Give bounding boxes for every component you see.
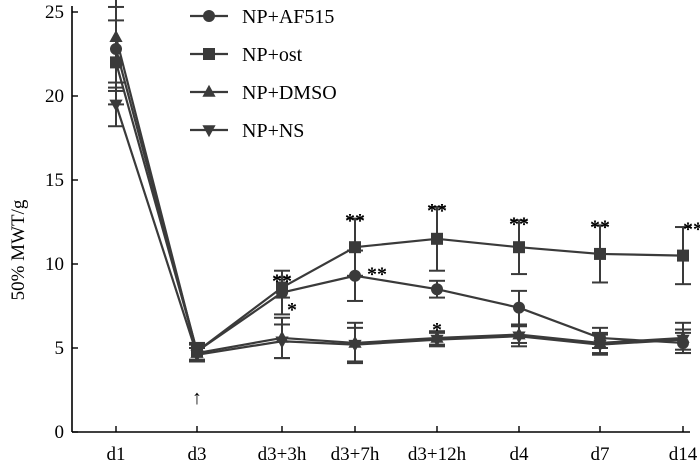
legend-label: NP+NS xyxy=(242,120,304,142)
legend-marker xyxy=(203,48,215,60)
significance-annotation: * xyxy=(287,299,297,321)
series-NP+ost xyxy=(108,19,691,361)
legend-label: NP+AF515 xyxy=(242,6,334,28)
legend-entry: NP+NS xyxy=(190,120,304,142)
data-point xyxy=(349,241,361,254)
y-tick-label: 10 xyxy=(45,254,64,275)
legend-marker xyxy=(203,10,215,22)
significance-annotation: ** xyxy=(345,210,365,232)
series-line xyxy=(114,104,684,356)
significance-annotation: * xyxy=(432,319,442,341)
data-point xyxy=(275,336,289,349)
y-tick-label: 15 xyxy=(45,170,64,191)
y-axis-title: 50% MWT/g xyxy=(8,199,29,300)
data-point xyxy=(593,339,607,352)
data-point xyxy=(109,30,123,42)
data-point xyxy=(348,339,362,352)
significance-annotation: ** xyxy=(272,270,292,292)
data-point xyxy=(677,249,689,262)
legend-marker xyxy=(202,125,216,138)
significance-annotation: ** xyxy=(427,200,447,222)
significance-annotation: ** xyxy=(683,218,700,240)
x-tick-label: d7 xyxy=(591,444,610,465)
data-point xyxy=(431,283,443,296)
significance-annotation: ** xyxy=(509,213,529,235)
x-tick-label: d3+12h xyxy=(408,444,467,465)
legend-marker xyxy=(202,84,216,97)
x-tick-label: d3 xyxy=(188,444,207,465)
data-point xyxy=(676,334,690,347)
x-tick-label: d1 xyxy=(107,444,126,465)
y-tick-label: 20 xyxy=(45,86,64,107)
data-point xyxy=(109,99,123,112)
legend-entry: NP+DMSO xyxy=(190,82,337,104)
series-layer xyxy=(108,0,691,365)
series-line xyxy=(114,36,684,355)
legend-label: NP+ost xyxy=(242,44,303,66)
series-NP+AF515 xyxy=(108,5,691,361)
legend-entry: NP+ost xyxy=(190,44,303,66)
legend-entry: NP+AF515 xyxy=(190,6,334,28)
significance-annotation: ** xyxy=(590,217,610,239)
arrow-up-icon: ↑ xyxy=(192,387,202,409)
legend: NP+AF515 NP+ost NP+DMSO NP+NS xyxy=(190,6,337,142)
x-tick-label: d4 xyxy=(510,444,530,465)
data-point xyxy=(513,241,525,254)
data-point xyxy=(276,281,288,294)
series-line xyxy=(114,62,684,354)
data-point xyxy=(513,301,525,314)
data-point xyxy=(431,232,443,245)
data-point xyxy=(594,247,606,260)
y-tick-label: 5 xyxy=(55,338,65,359)
data-point xyxy=(430,334,444,347)
legend-label: NP+DMSO xyxy=(242,82,337,104)
significance-annotation: ** xyxy=(367,264,387,286)
axes: 0 5 10 15 20 25 d1 d3 d3+3h d3+7h d3+12h d4 d7 d14 xyxy=(45,2,698,465)
x-tick-label: d14 xyxy=(669,444,698,465)
annotation-layer: ****************↑ xyxy=(192,200,700,409)
y-tick-label: 0 xyxy=(55,422,65,443)
series-line xyxy=(114,48,684,354)
x-tick-label: d3+7h xyxy=(331,444,380,465)
y-tick-label: 25 xyxy=(45,2,64,23)
series-NP+NS xyxy=(108,81,691,363)
x-tick-label: d3+3h xyxy=(258,444,307,465)
data-point xyxy=(512,331,526,344)
data-point xyxy=(190,349,204,362)
